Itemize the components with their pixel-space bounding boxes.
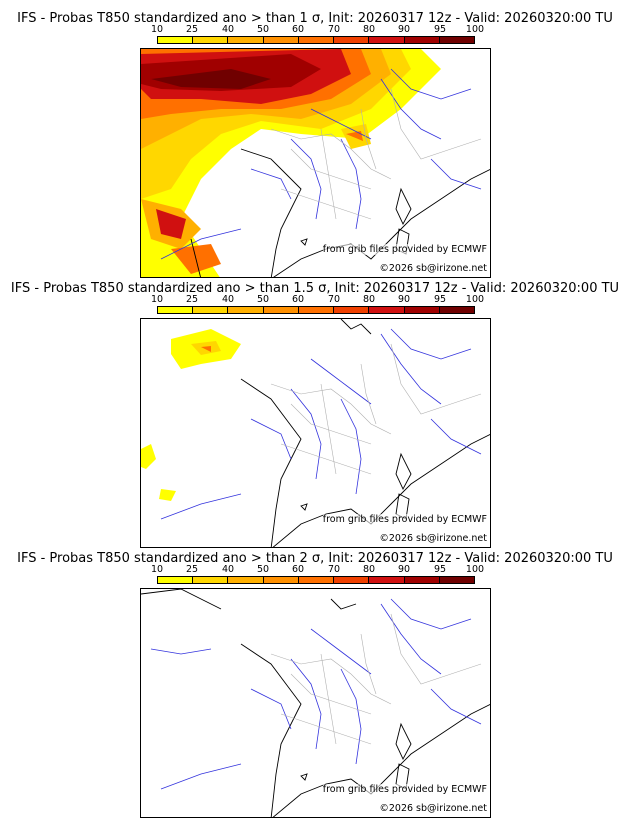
colorbar — [157, 306, 475, 314]
copyright-credit: ©2026 sb@irizone.net — [379, 803, 487, 814]
tick-label: 95 — [433, 24, 447, 35]
colorbar-segment — [404, 307, 440, 313]
probability-field — [141, 49, 441, 277]
rivers — [160, 328, 482, 520]
colorbar-segment — [193, 307, 229, 313]
tick-label: 95 — [433, 564, 447, 575]
colorbar-segment — [369, 577, 405, 583]
coastlines — [190, 148, 490, 277]
colorbar-segment — [439, 37, 474, 43]
tick-label: 40 — [221, 564, 235, 575]
tick-label: 25 — [185, 24, 199, 35]
source-credit: from grib files provided by ECMWF — [322, 784, 487, 795]
panel-title: IFS - Probas T850 standardized ano > tha… — [10, 281, 620, 296]
map-1-5-sigma: from grib files provided by ECMWF ©2026 … — [140, 318, 491, 548]
regional-borders — [270, 343, 482, 475]
colorbar-segment — [158, 307, 194, 313]
source-credit: from grib files provided by ECMWF — [322, 244, 487, 255]
tick-label: 40 — [221, 24, 235, 35]
tick-label: 25 — [185, 564, 199, 575]
colorbar-segment — [263, 37, 299, 43]
colorbar-ticks: 10 25 40 50 60 70 80 90 95 100 — [0, 24, 630, 36]
colorbar-segment — [263, 307, 299, 313]
tick-label: 60 — [291, 564, 305, 575]
tick-label: 100 — [465, 24, 485, 35]
colorbar-segment — [298, 37, 335, 43]
tick-label: 100 — [465, 564, 485, 575]
tick-label: 50 — [256, 24, 270, 35]
tick-label: 40 — [221, 294, 235, 305]
tick-label: 100 — [465, 294, 485, 305]
tick-label: 25 — [185, 294, 199, 305]
colorbar-segment — [404, 37, 440, 43]
colorbar — [157, 36, 475, 44]
tick-label: 95 — [433, 294, 447, 305]
tick-label: 10 — [150, 564, 164, 575]
copyright-credit: ©2026 sb@irizone.net — [379, 263, 487, 274]
tick-label: 60 — [291, 24, 305, 35]
colorbar-segment — [369, 307, 405, 313]
tick-label: 10 — [150, 294, 164, 305]
map-2-sigma: from grib files provided by ECMWF ©2026 … — [140, 588, 491, 818]
rivers — [160, 68, 482, 260]
panel-1: IFS - Probas T850 standardized ano > tha… — [0, 0, 630, 278]
tick-label: 50 — [256, 294, 270, 305]
colorbar — [157, 576, 475, 584]
copyright-credit: ©2026 sb@irizone.net — [379, 533, 487, 544]
colorbar-segment — [334, 307, 370, 313]
colorbar-segment — [334, 37, 370, 43]
colorbar-segment — [334, 577, 370, 583]
colorbar-segment — [298, 307, 335, 313]
rivers — [150, 598, 482, 790]
colorbar-segment — [158, 37, 194, 43]
regional-borders — [270, 613, 482, 745]
tick-label: 10 — [150, 24, 164, 35]
tick-label: 80 — [362, 564, 376, 575]
tick-label: 90 — [397, 294, 411, 305]
panel-title: IFS - Probas T850 standardized ano > tha… — [17, 11, 613, 26]
colorbar-segment — [439, 307, 474, 313]
tick-label: 70 — [327, 24, 341, 35]
map-svg — [141, 49, 490, 277]
tick-label: 50 — [256, 564, 270, 575]
colorbar-segment — [193, 37, 229, 43]
map-1-sigma: from grib files provided by ECMWF ©2026 … — [140, 48, 491, 278]
panel-title: IFS - Probas T850 standardized ano > tha… — [17, 551, 613, 566]
source-credit: from grib files provided by ECMWF — [322, 514, 487, 525]
colorbar-segment — [439, 577, 474, 583]
tick-label: 80 — [362, 24, 376, 35]
tick-label: 90 — [397, 24, 411, 35]
panel-3: IFS - Probas T850 standardized ano > tha… — [0, 540, 630, 818]
colorbar-segment — [158, 577, 194, 583]
colorbar-segment — [369, 37, 405, 43]
colorbar-segment — [193, 577, 229, 583]
tick-label: 60 — [291, 294, 305, 305]
colorbar-segment — [298, 577, 335, 583]
colorbar-ticks: 10 25 40 50 60 70 80 90 95 100 — [0, 294, 630, 306]
regional-borders — [270, 88, 482, 220]
panel-2: IFS - Probas T850 standardized ano > tha… — [0, 270, 630, 548]
colorbar-segment — [263, 577, 299, 583]
colorbar-segment — [228, 577, 264, 583]
tick-label: 70 — [327, 564, 341, 575]
colorbar-ticks: 10 25 40 50 60 70 80 90 95 100 — [0, 564, 630, 576]
tick-label: 80 — [362, 294, 376, 305]
colorbar-segment — [228, 307, 264, 313]
tick-label: 90 — [397, 564, 411, 575]
colorbar-segment — [404, 577, 440, 583]
probability-field — [141, 329, 241, 501]
map-svg — [141, 589, 490, 817]
colorbar-segment — [228, 37, 264, 43]
tick-label: 70 — [327, 294, 341, 305]
